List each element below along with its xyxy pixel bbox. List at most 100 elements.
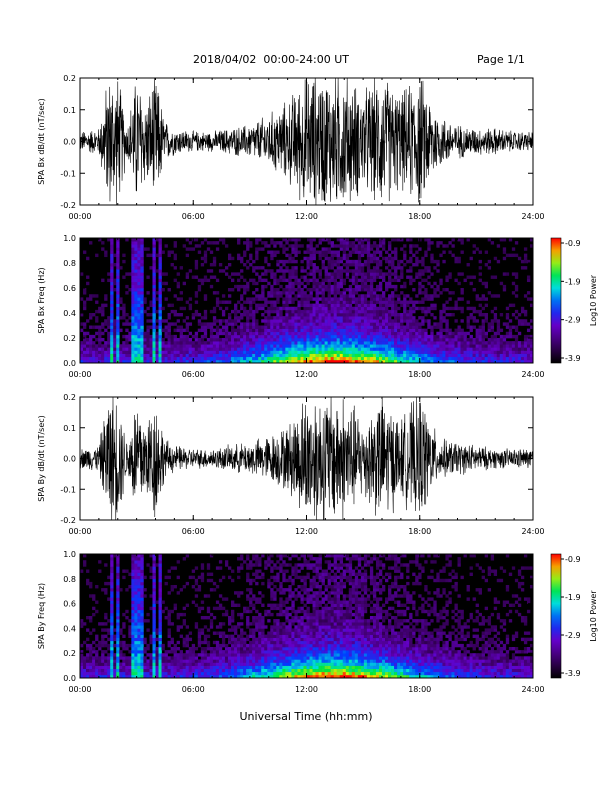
spectrogram-cell	[128, 674, 132, 679]
spectrogram-cell	[451, 341, 455, 345]
spectrogram-cell	[125, 647, 129, 651]
spectrogram-cell	[363, 284, 368, 289]
spectrogram-cell	[221, 634, 226, 638]
spectrogram-cell	[276, 331, 280, 336]
spectrogram-cell	[294, 244, 298, 248]
spectrogram-cell	[206, 566, 211, 570]
spectrogram-cell	[243, 356, 247, 361]
spectrogram-cell	[357, 272, 362, 276]
spectrogram-cell	[221, 313, 226, 317]
spectrogram-cell	[83, 622, 87, 626]
spectrogram-cell	[98, 674, 102, 679]
spectrogram-cell	[246, 344, 250, 348]
spectrogram-cell	[137, 359, 141, 364]
spectrogram-cell	[261, 359, 265, 364]
spectrogram-cell	[116, 569, 120, 573]
spectrogram-cell	[83, 656, 87, 660]
spectrogram-cell	[327, 259, 331, 264]
spectrogram-cell	[318, 291, 322, 295]
spectrogram-cell	[421, 316, 425, 320]
spectrogram-cell	[303, 331, 307, 336]
spectrogram-cell	[388, 341, 392, 345]
spectrogram-cell	[95, 585, 99, 589]
spectrogram-cell	[505, 350, 510, 354]
spectrogram-cell	[321, 250, 325, 254]
spectrogram-cell	[101, 622, 105, 626]
spectrogram-cell	[273, 253, 277, 258]
spectrogram-cell	[406, 350, 410, 354]
spectrogram-cell	[116, 653, 120, 657]
spectrogram-cell	[110, 625, 114, 629]
spectrogram-cell	[221, 238, 226, 242]
spectrogram-cell	[321, 291, 325, 295]
spectrogram-cell	[318, 253, 322, 258]
spectrogram-cell	[182, 656, 186, 660]
spectrogram-cell	[131, 238, 135, 242]
spectrogram-cell	[378, 284, 383, 289]
spectrogram-cell	[505, 316, 510, 320]
spectrogram-cell	[185, 653, 190, 657]
spectrogram-cell	[324, 353, 328, 358]
spectrogram-cell	[523, 259, 528, 264]
spectrogram-cell	[309, 350, 313, 354]
spectrogram-cell	[351, 269, 356, 273]
spectrogram-cell	[276, 328, 280, 333]
spectrogram-cell	[321, 309, 325, 314]
spectrogram-cell	[363, 353, 368, 358]
spectrogram-cell	[372, 272, 377, 276]
spectrogram-cell	[104, 650, 108, 654]
spectrogram-cell	[351, 275, 356, 279]
spectrogram-cell	[170, 341, 174, 345]
spectrogram-cell	[466, 322, 470, 326]
spectrogram-cell	[424, 297, 428, 301]
spectrogram-cell	[448, 241, 452, 245]
spectrogram-cell	[297, 316, 301, 320]
spectrogram-cell	[131, 640, 135, 645]
spectrogram-cell	[279, 331, 283, 336]
spectrogram-cell	[363, 244, 368, 248]
spectrogram-cell	[475, 334, 479, 339]
spectrogram-cell	[197, 350, 202, 354]
spectrogram-cell	[466, 263, 470, 267]
spectrogram-cell	[194, 659, 199, 663]
spectrogram-cell	[403, 306, 407, 311]
spectrogram-cell	[412, 334, 416, 339]
spectrogram-cell	[481, 322, 485, 326]
spectrogram-cell	[122, 671, 126, 676]
spectrogram-cell	[460, 328, 464, 333]
spectrogram-cell	[354, 303, 359, 308]
spectrogram-cell	[264, 322, 268, 326]
spectrogram-cell	[234, 643, 238, 648]
spectrogram-cell	[158, 350, 162, 354]
spectrogram-cell	[409, 341, 413, 345]
spectrogram-cell	[140, 656, 144, 660]
spectrogram-cell	[433, 356, 437, 361]
spectrogram-cell	[363, 356, 368, 361]
spectrogram-cell	[415, 341, 419, 345]
spectrogram-cell	[158, 244, 162, 248]
spectrogram-cell	[315, 356, 319, 361]
spectrogram-cell	[188, 662, 193, 666]
spectrogram-cells	[80, 238, 534, 364]
spectrogram-cell	[336, 300, 341, 304]
spectrogram-cell	[237, 659, 241, 663]
spectrogram-cell	[122, 303, 126, 308]
spectrogram-cell	[152, 634, 156, 638]
spectrogram-cell	[270, 319, 274, 323]
spectrogram-cell	[366, 284, 371, 289]
spectrogram-cell	[312, 263, 316, 267]
spectrogram-cell	[382, 256, 386, 261]
spectrogram-cell	[261, 291, 265, 295]
spectrogram-cell	[134, 603, 138, 607]
spectrogram-cell	[315, 353, 319, 358]
spectrogram-cell	[188, 344, 193, 348]
spectrogram-cell	[137, 250, 141, 254]
spectrogram-cell	[182, 350, 186, 354]
spectrogram-cell	[194, 334, 199, 339]
spectrogram-cell	[282, 341, 286, 345]
spectrogram-cell	[249, 256, 253, 261]
spectrogram-cell	[140, 250, 144, 254]
spectrogram-cell	[342, 269, 347, 273]
spectrogram-cell	[382, 272, 386, 276]
spectrogram-cell	[309, 316, 313, 320]
